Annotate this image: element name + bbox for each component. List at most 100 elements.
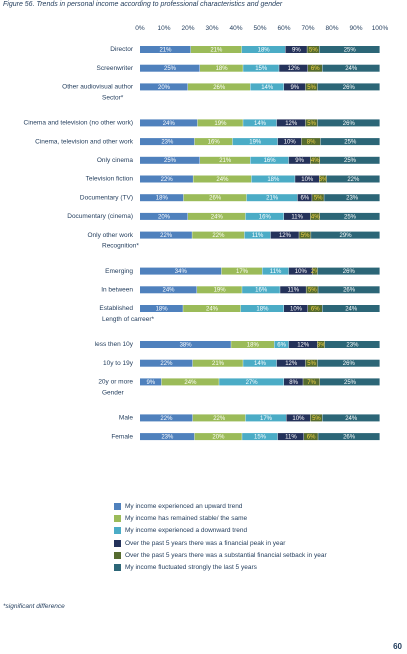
category-label: Cinema and television (no other work) xyxy=(24,120,133,127)
bar-segment xyxy=(192,359,243,367)
bar-segment xyxy=(140,194,184,202)
bar-segment xyxy=(242,286,280,294)
category-label: Director xyxy=(110,46,134,53)
data-label: 18% xyxy=(216,66,229,72)
bar-segment xyxy=(231,341,274,348)
legend-swatch xyxy=(114,539,121,547)
data-label: 6% xyxy=(307,435,316,441)
data-label: 24% xyxy=(184,380,197,386)
x-tick-label: 60% xyxy=(277,25,290,32)
x-tick-label: 10% xyxy=(157,25,170,32)
x-tick-label: 100% xyxy=(372,25,389,32)
bar-segment xyxy=(140,433,195,441)
data-label: 16% xyxy=(208,140,221,146)
data-label: 21% xyxy=(210,47,223,53)
bar-segment xyxy=(322,64,380,72)
bar-segment xyxy=(288,156,310,164)
data-label: 6% xyxy=(311,306,320,312)
data-label: 12% xyxy=(279,233,292,239)
bar-segment xyxy=(317,119,380,127)
legend-swatch xyxy=(114,551,121,559)
data-label: 23% xyxy=(161,435,174,441)
bar-segment xyxy=(288,341,318,348)
data-label: 12% xyxy=(285,361,298,367)
data-label: 16% xyxy=(255,288,268,294)
bar-segment xyxy=(311,231,380,239)
data-label: 25% xyxy=(344,47,357,53)
category-label: Documentary (TV) xyxy=(80,194,133,201)
bar-segment xyxy=(308,64,322,72)
data-label: 26% xyxy=(343,269,356,275)
category-label: 10y to 19y xyxy=(103,360,134,367)
data-label: 21% xyxy=(219,158,232,164)
bar-segment xyxy=(140,341,231,348)
x-tick-label: 50% xyxy=(253,25,266,32)
data-label: 22% xyxy=(160,361,173,367)
bar-segment xyxy=(190,46,242,53)
bar-segment xyxy=(276,359,306,367)
bar-segment xyxy=(274,341,289,348)
bar-segment xyxy=(317,359,380,367)
data-label: 25% xyxy=(344,158,357,164)
legend-label: My income has remained stable/ the same xyxy=(125,515,248,523)
data-label: 5% xyxy=(308,288,317,294)
bar-segment xyxy=(219,378,284,386)
bar-segment xyxy=(295,175,319,183)
bar-segment xyxy=(200,156,250,164)
category-label: 20y or more xyxy=(98,379,133,386)
data-label: 5% xyxy=(307,85,316,91)
bar-segment xyxy=(277,433,304,441)
data-label: 26% xyxy=(343,435,356,441)
data-label: 22% xyxy=(213,416,226,422)
data-label: 20% xyxy=(158,214,171,220)
bar-segment xyxy=(322,414,380,422)
category-label: Other audiovisual author xyxy=(62,84,134,91)
data-label: 12% xyxy=(297,342,310,348)
bar-segment xyxy=(284,378,303,386)
data-label: 10% xyxy=(284,140,297,146)
data-label: 19% xyxy=(214,121,227,127)
data-label: 24% xyxy=(211,214,224,220)
data-label: 7% xyxy=(307,380,316,386)
bar-segment xyxy=(192,231,245,239)
bar-segment xyxy=(241,46,286,53)
data-label: 25% xyxy=(164,158,177,164)
bar-segment xyxy=(188,83,250,91)
legend-item: My income fluctuated strongly the last 5… xyxy=(114,564,257,571)
legend-label: My income experienced a downward trend xyxy=(125,527,248,535)
data-label: 22% xyxy=(160,416,173,422)
data-label: 3% xyxy=(317,342,326,348)
bar-segment xyxy=(319,46,380,53)
category-label: Emerging xyxy=(105,268,133,275)
x-tick-label: 0% xyxy=(135,25,145,32)
data-label: 25% xyxy=(344,214,357,220)
data-label: 24% xyxy=(345,306,358,312)
bar-segment xyxy=(140,414,193,422)
data-label: 23% xyxy=(346,196,359,202)
x-tick-label: 80% xyxy=(325,25,338,32)
data-label: 20% xyxy=(158,85,171,91)
bar-segment xyxy=(284,305,308,312)
bar-segment xyxy=(303,433,318,441)
data-label: 17% xyxy=(260,416,273,422)
category-label: Only other work xyxy=(87,232,133,239)
bar-segment xyxy=(243,119,277,127)
bar-segment xyxy=(280,286,306,294)
bar-segment xyxy=(319,175,327,183)
category-label: Only cinema xyxy=(97,157,134,164)
data-label: 5% xyxy=(301,233,310,239)
page-number: 60 xyxy=(393,642,402,651)
legend-swatch xyxy=(114,527,121,535)
data-label: 26% xyxy=(343,288,356,294)
legend-item: Over the past 5 years there was a substa… xyxy=(114,551,327,559)
bar-segment xyxy=(194,433,242,441)
x-tick-label: 30% xyxy=(205,25,218,32)
data-label: 14% xyxy=(254,361,267,367)
data-label: 16% xyxy=(264,158,277,164)
bar-segment xyxy=(277,138,302,146)
data-label: 11% xyxy=(287,288,299,294)
legend-swatch xyxy=(114,515,121,523)
data-label: 26% xyxy=(343,361,356,367)
data-label: 6% xyxy=(301,196,310,202)
